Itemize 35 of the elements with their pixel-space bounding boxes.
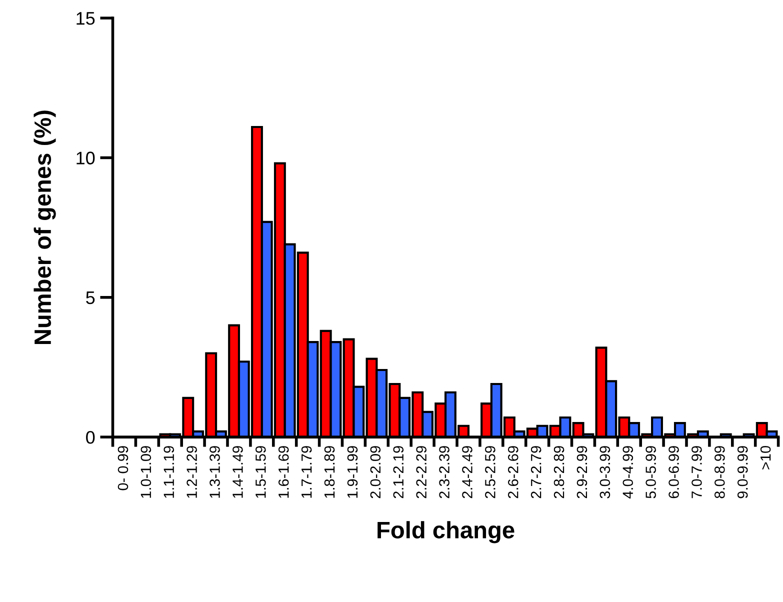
x-tick-label: 1.0-1.09 xyxy=(140,446,152,498)
y-tick-label: 0 xyxy=(86,430,95,444)
x-axis-title: Fold change xyxy=(378,521,514,544)
x-tick-label: 2.4-2.49 xyxy=(462,446,472,498)
x-tick-label: 4.0-4.99 xyxy=(622,446,634,499)
x-tick-label: 1.9-1.99 xyxy=(347,446,358,498)
x-tick-label: 1.6-1.69 xyxy=(278,446,289,498)
x-tick-label: 8.0-8.99 xyxy=(714,446,725,498)
x-tick-label: 1.3-1.39 xyxy=(210,446,220,498)
x-tick-label: 2.3-2.39 xyxy=(439,446,450,498)
x-tick-label: 2.0-2.09 xyxy=(370,446,381,498)
x-tick-label: 2.5-2.59 xyxy=(485,446,496,498)
x-tick-label: 9.0-9.99 xyxy=(737,446,748,498)
x-tick-label: 1.2-1.29 xyxy=(186,446,197,498)
y-tick-label: 15 xyxy=(76,12,95,25)
x-tick-label: 2.1-2.19 xyxy=(393,446,404,498)
x-tick-label: 1.8-1.89 xyxy=(324,446,335,498)
x-tick-label: 2.7-2.79 xyxy=(530,446,542,498)
x-tick-label: 2.9-2.99 xyxy=(576,446,588,498)
y-tick-label: 10 xyxy=(76,152,95,164)
x-tick-label: 7.0-7.99 xyxy=(692,446,702,498)
x-tick-label: 3.0-3.99 xyxy=(600,446,610,498)
x-tick-label: 2.2-2.29 xyxy=(416,446,426,498)
x-tick-label: 6.0-6.99 xyxy=(668,446,679,498)
y-axis-title: Number of genes (%) xyxy=(34,110,56,344)
x-tick-label: 1.5-1.59 xyxy=(256,446,266,498)
x-tick-label: 2.6-2.69 xyxy=(508,446,518,498)
x-tick-label: 1.4-1.49 xyxy=(232,446,243,498)
y-tick-label: 5 xyxy=(86,292,95,304)
x-tick-label: >10 xyxy=(760,446,771,470)
x-tick-label: 1.1-1.19 xyxy=(164,446,174,498)
x-tick-label: 2.8-2.89 xyxy=(554,446,564,498)
x-tick-label: 1.7-1.79 xyxy=(301,446,312,498)
x-tick-label: 5.0-5.99 xyxy=(646,446,656,498)
x-tick-label: 0- 0.99 xyxy=(118,446,128,490)
